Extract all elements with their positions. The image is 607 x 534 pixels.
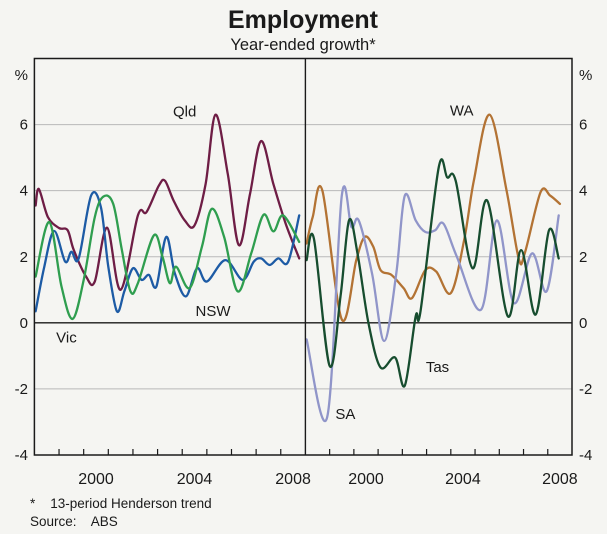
series-line-qld: [34, 113, 301, 291]
y-tick-label-left-6: 6: [20, 117, 28, 134]
y-tick-label-left--4: -4: [15, 447, 28, 464]
x-tick-label-left-2008: 2008: [275, 471, 311, 488]
series-label-tas: Tas: [426, 359, 449, 376]
y-tick-label-left-2: 2: [20, 249, 28, 266]
series-line-nsw: [34, 191, 301, 314]
series-line-vic: [34, 194, 301, 321]
y-tick-label-right-0: 0: [579, 315, 587, 332]
series-line-sa: [305, 185, 560, 422]
y-tick-label-right--4: -4: [579, 447, 592, 464]
y-tick-label-right--2: -2: [579, 381, 592, 398]
series-label-qld: Qld: [173, 103, 196, 120]
x-tick-label-left-2000: 2000: [78, 471, 114, 488]
y-axis-unit-right: %: [579, 67, 592, 84]
y-tick-label-left-4: 4: [20, 183, 28, 200]
chart-title: Employment: [228, 6, 379, 34]
x-tick-label-left-2004: 2004: [177, 471, 213, 488]
series-label-sa: SA: [335, 406, 355, 423]
y-axis-unit-left: %: [15, 67, 28, 84]
y-tick-label-right-6: 6: [579, 117, 587, 134]
y-tick-label-left--2: -2: [15, 381, 28, 398]
x-tick-label-right-2004: 2004: [445, 471, 481, 488]
x-tick-label-right-2000: 2000: [348, 471, 384, 488]
source-note: Source: ABS: [30, 514, 118, 529]
series-label-wa: WA: [450, 103, 474, 120]
series-label-nsw: NSW: [196, 303, 232, 320]
y-tick-label-right-4: 4: [579, 183, 587, 200]
x-tick-label-right-2008: 2008: [542, 471, 578, 488]
series-label-vic: Vic: [56, 330, 77, 347]
chart-subtitle: Year-ended growth*: [230, 36, 376, 54]
footnote: * 13-period Henderson trend: [30, 496, 212, 511]
y-tick-label-right-2: 2: [579, 249, 587, 266]
plot-frame: [33, 57, 573, 456]
y-tick-label-left-0: 0: [20, 315, 28, 332]
series-line-tas: [305, 158, 560, 388]
